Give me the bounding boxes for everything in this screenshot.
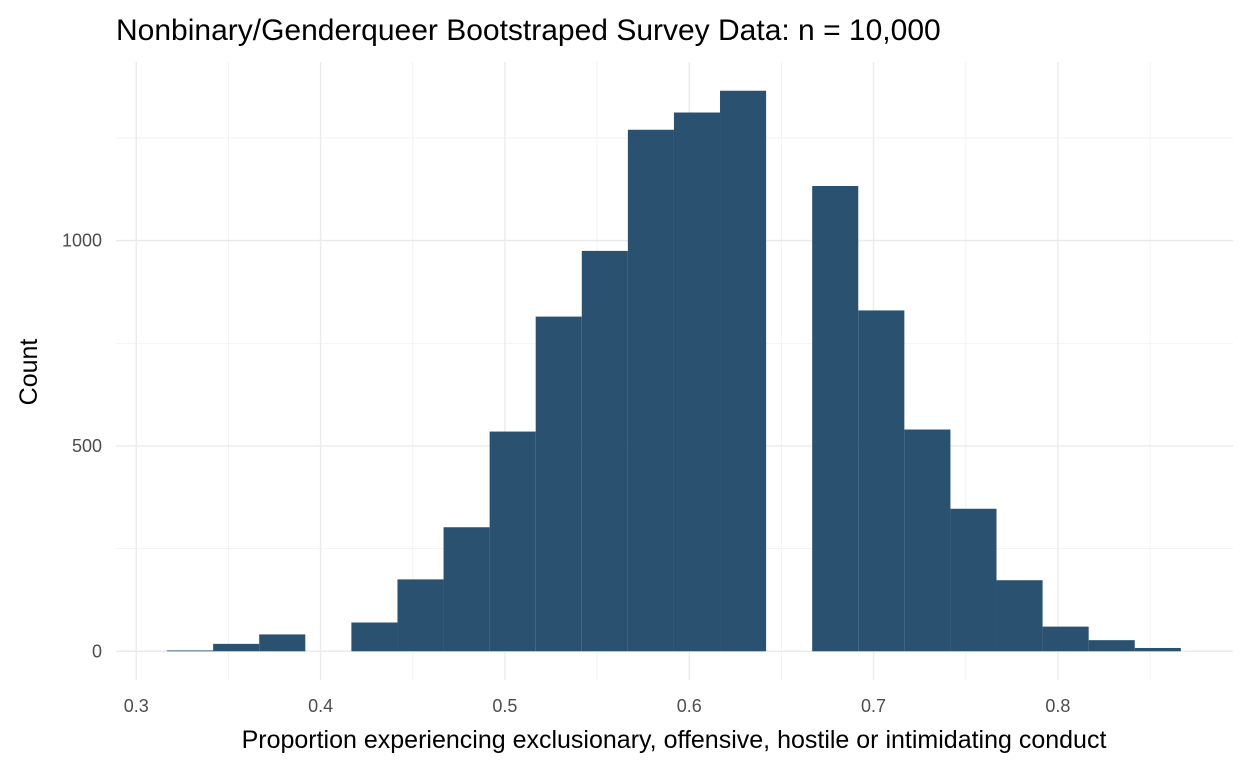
y-axis-ticks: 0 500 1000: [62, 231, 102, 662]
chart-title: Nonbinary/Genderqueer Bootstraped Survey…: [116, 14, 941, 47]
x-axis-title: Proportion experiencing exclusionary, of…: [242, 726, 1107, 754]
y-axis-title: Count: [15, 339, 43, 406]
histogram-bar-20: [1088, 640, 1135, 652]
histogram-bar-5: [397, 579, 444, 652]
y-tick-label: 1000: [62, 231, 102, 251]
x-tick-label: 0.6: [677, 696, 702, 716]
x-tick-label: 0.7: [861, 696, 886, 716]
histogram-bar-9: [581, 250, 628, 652]
histogram-bar-4: [351, 622, 398, 652]
histogram-bar-11: [673, 112, 721, 652]
histogram-bar-6: [443, 527, 490, 652]
x-tick-label: 0.4: [308, 696, 333, 716]
histogram-bar-12: [720, 90, 767, 652]
histogram-bar-8: [535, 316, 582, 652]
x-tick-label: 0.5: [492, 696, 517, 716]
y-tick-label: 0: [92, 641, 102, 661]
x-axis-ticks: 0.3 0.4 0.5 0.6 0.7 0.8: [124, 696, 1071, 716]
x-tick-label: 0.3: [124, 696, 149, 716]
histogram-bar-7: [489, 431, 536, 652]
histogram-bar-10: [627, 129, 674, 652]
histogram-bar-0: [167, 650, 214, 652]
x-tick-label: 0.8: [1045, 696, 1070, 716]
histogram-bar-21: [1134, 647, 1181, 652]
histogram-bars: [167, 90, 1181, 652]
histogram-bar-19: [1042, 626, 1089, 652]
y-tick-label: 500: [72, 436, 102, 456]
histogram-bar-1: [213, 643, 260, 652]
histogram-bar-17: [950, 508, 997, 652]
histogram-bar-15: [858, 310, 905, 652]
histogram-bar-18: [996, 580, 1043, 652]
histogram-bar-16: [904, 429, 951, 652]
histogram-bar-14: [812, 186, 859, 652]
histogram-bar-2: [259, 634, 306, 652]
